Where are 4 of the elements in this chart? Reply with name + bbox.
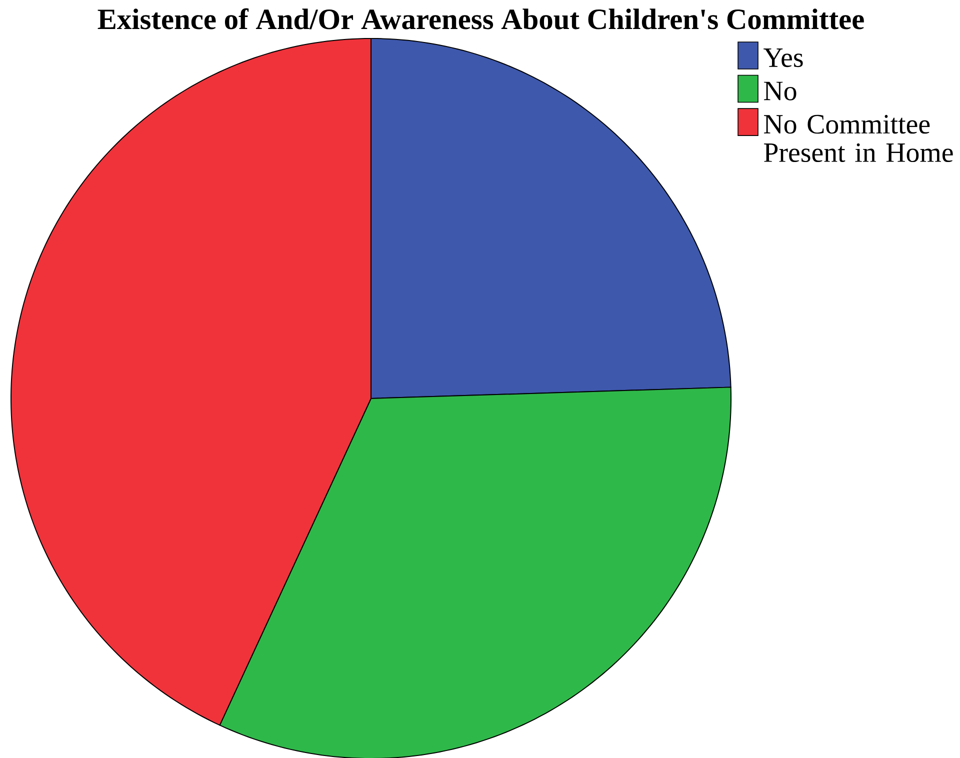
legend-label: Yes bbox=[764, 48, 803, 68]
legend-label: No Committee Present in Home bbox=[764, 114, 953, 162]
chart-title: Existence of And/Or Awareness About Children's Committee bbox=[98, 8, 864, 30]
legend-label: No bbox=[764, 82, 796, 100]
